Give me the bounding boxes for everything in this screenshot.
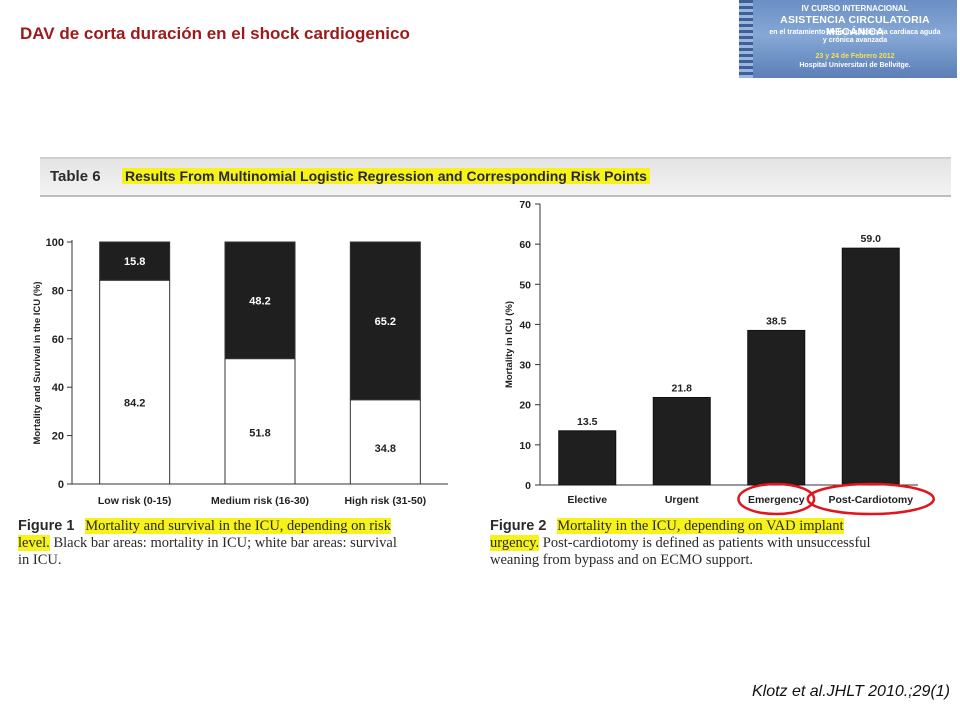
figure2-highlight: Mortality in the ICU, depending on VAD i…	[557, 518, 844, 534]
banner-date: 23 y 24 de Febrero 2012	[815, 53, 895, 60]
bar-mortality	[841, 247, 900, 486]
y-tick-label: 40	[52, 382, 64, 394]
figure2-label: Figure 2	[490, 518, 547, 534]
table-number: Table 6	[50, 168, 101, 185]
table-title: Results From Multinomial Logistic Regres…	[122, 168, 650, 184]
x-tick-label: High risk (31-50)	[344, 495, 426, 507]
y-tick-label: 80	[52, 285, 64, 297]
y-axis-label: Mortality in ICU (%)	[504, 301, 515, 388]
x-tick-label: Elective	[567, 494, 607, 506]
y-tick-label: 20	[519, 400, 531, 412]
y-axis-label: Mortality and Survival in the ICU (%)	[32, 281, 43, 444]
data-label: 59.0	[861, 233, 882, 245]
y-tick-label: 0	[525, 480, 531, 492]
x-tick-label: Urgent	[665, 494, 699, 506]
y-tick-label: 50	[519, 279, 531, 291]
x-tick-label: Emergency	[748, 494, 805, 506]
banner-line: y crónica avanzada	[822, 37, 888, 44]
figure2-caption-text: Post-cardiotomy is defined as patients w…	[539, 535, 871, 551]
data-label: 21.8	[672, 382, 693, 394]
citation: Klotz et al.JHLT 2010.;29(1)	[751, 683, 950, 700]
x-tick-label: Medium risk (16-30)	[211, 495, 309, 507]
figure2-caption-text: weaning from bypass and on ECMO support.	[490, 552, 753, 568]
figure1-label: Figure 1	[18, 518, 75, 534]
data-label: 38.5	[766, 315, 787, 327]
y-tick-label: 100	[46, 237, 64, 249]
banner-decoration	[739, 0, 753, 78]
bar-mortality	[349, 241, 421, 401]
data-label: 65.2	[375, 316, 396, 328]
highlight-circle	[737, 482, 816, 516]
figure1-caption: Figure 1 Mortality and survival in the I…	[18, 518, 468, 569]
highlight-circle	[806, 482, 935, 516]
y-tick-label: 10	[519, 440, 531, 452]
data-label: 13.5	[577, 416, 598, 428]
slide-title: DAV de corta duración en el shock cardio…	[20, 24, 410, 43]
figure1-highlight: level.	[18, 535, 50, 551]
course-banner: IV CURSO INTERNACIONAL ASISTENCIA CIRCUL…	[739, 0, 957, 78]
bar-mortality	[558, 430, 617, 486]
bar-survival	[349, 399, 421, 485]
bar-mortality	[224, 241, 296, 360]
bar-mortality	[747, 329, 806, 486]
bar-mortality	[99, 241, 171, 281]
data-label: 48.2	[249, 295, 270, 307]
data-label: 34.8	[375, 443, 396, 455]
banner-line: IV CURSO INTERNACIONAL	[801, 4, 909, 13]
banner-venue: Hospital Universitari de Bellvitge.	[799, 62, 911, 69]
y-tick-label: 70	[519, 199, 531, 211]
bar-mortality	[652, 396, 711, 486]
figure1-caption-text: Black bar areas: mortality in ICU; white…	[49, 535, 397, 551]
table-header: Table 6 Results From Multinomial Logisti…	[40, 157, 951, 197]
banner-line: ASISTENCIA CIRCULATORIA MECÁNICA	[780, 14, 930, 38]
y-tick-label: 40	[519, 319, 531, 331]
banner-line: en el tratamiento de la insuficiencia ca…	[769, 29, 941, 36]
x-tick-label: Post-Cardiotomy	[828, 494, 913, 506]
y-tick-label: 20	[52, 431, 64, 443]
y-tick-label: 0	[58, 479, 64, 491]
y-tick-label: 60	[519, 239, 531, 251]
data-label: 84.2	[124, 398, 145, 410]
bar-survival	[224, 358, 296, 485]
data-label: 15.8	[124, 256, 145, 268]
figure2-caption: Figure 2 Mortality in the ICU, depending…	[490, 518, 940, 569]
figure2-highlight: urgency.	[490, 535, 540, 551]
figure1-caption-text: in ICU.	[18, 552, 62, 568]
bar-survival	[99, 279, 171, 485]
data-label: 51.8	[249, 427, 270, 439]
figure1-highlight: Mortality and survival in the ICU, depen…	[85, 518, 391, 534]
x-tick-label: Low risk (0-15)	[98, 495, 172, 507]
y-tick-label: 60	[52, 334, 64, 346]
y-tick-label: 30	[519, 360, 531, 372]
